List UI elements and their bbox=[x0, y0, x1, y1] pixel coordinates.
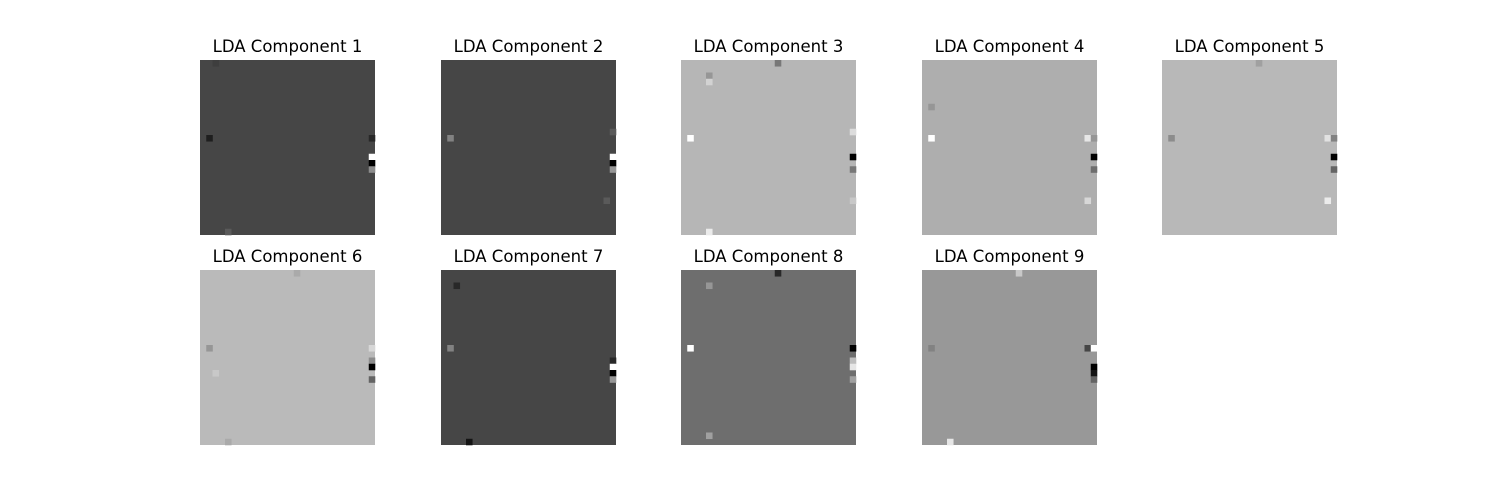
image-pixel bbox=[466, 438, 473, 446]
image-pixel bbox=[1090, 135, 1098, 142]
image-pixel bbox=[603, 197, 611, 205]
image-pixel bbox=[1084, 135, 1092, 142]
image-pixel bbox=[368, 153, 376, 161]
image-pixel bbox=[225, 228, 232, 236]
lda-component-panel: LDA Component 7 bbox=[441, 247, 617, 446]
image-pixel bbox=[1330, 135, 1338, 142]
image-pixel bbox=[368, 345, 376, 352]
image-pixel bbox=[609, 376, 617, 383]
image-pixel bbox=[1330, 166, 1338, 173]
image-pixel bbox=[368, 357, 376, 365]
image-pixel bbox=[293, 270, 301, 277]
component-image bbox=[200, 270, 375, 445]
image-pixel bbox=[1084, 197, 1092, 205]
image-pixel bbox=[447, 135, 454, 142]
image-pixel bbox=[609, 363, 617, 371]
image-pixel bbox=[1090, 166, 1098, 173]
image-pixel bbox=[687, 345, 694, 352]
image-pixel bbox=[849, 128, 857, 136]
image-pixel bbox=[1324, 135, 1332, 142]
component-image bbox=[1162, 60, 1337, 235]
image-pixel bbox=[1090, 376, 1098, 383]
subplot-title: LDA Component 8 bbox=[694, 247, 844, 266]
image-pixel bbox=[1090, 153, 1098, 161]
subplot-title: LDA Component 5 bbox=[1175, 37, 1325, 56]
image-pixel bbox=[706, 78, 713, 86]
image-pixel bbox=[849, 166, 857, 173]
image-pixel bbox=[1090, 370, 1098, 377]
component-image bbox=[200, 60, 375, 235]
component-image bbox=[441, 270, 616, 445]
image-pixel bbox=[212, 370, 220, 377]
image-pixel bbox=[1330, 153, 1338, 161]
image-pixel bbox=[706, 72, 713, 80]
subplot-title: LDA Component 2 bbox=[454, 37, 604, 56]
component-image bbox=[681, 60, 856, 235]
lda-component-panel: LDA Component 1 bbox=[200, 37, 376, 236]
image-pixel bbox=[947, 438, 954, 446]
subplot-title: LDA Component 7 bbox=[454, 247, 604, 266]
image-pixel bbox=[206, 135, 213, 142]
image-pixel bbox=[1324, 197, 1332, 205]
image-pixel bbox=[609, 166, 617, 173]
image-pixel bbox=[368, 363, 376, 371]
image-pixel bbox=[849, 376, 857, 383]
image-pixel bbox=[225, 438, 232, 446]
subplot-title: LDA Component 1 bbox=[213, 37, 363, 56]
subplot-title: LDA Component 9 bbox=[935, 247, 1085, 266]
image-pixel bbox=[774, 270, 782, 277]
image-pixel bbox=[368, 160, 376, 167]
image-pixel bbox=[849, 363, 857, 371]
lda-component-panel: LDA Component 6 bbox=[200, 247, 376, 446]
image-pixel bbox=[849, 345, 857, 352]
lda-component-panel: LDA Component 8 bbox=[681, 247, 857, 445]
image-pixel bbox=[849, 197, 857, 205]
image-pixel bbox=[928, 103, 935, 111]
image-pixel bbox=[609, 160, 617, 167]
image-pixel bbox=[1015, 270, 1023, 277]
subplot-title: LDA Component 6 bbox=[213, 247, 363, 266]
image-pixel bbox=[928, 135, 935, 142]
subplots: LDA Component 1 LDA Component 2 LDA Compon… bbox=[200, 37, 1338, 446]
component-image bbox=[441, 60, 616, 235]
component-image bbox=[922, 270, 1097, 445]
image-pixel bbox=[706, 282, 713, 290]
lda-component-panel: LDA Component 3 bbox=[681, 37, 857, 236]
component-image bbox=[922, 60, 1097, 235]
image-pixel bbox=[447, 345, 454, 352]
image-pixel bbox=[706, 432, 713, 440]
image-pixel bbox=[368, 135, 376, 142]
subplot-title: LDA Component 3 bbox=[694, 37, 844, 56]
lda-component-panel: LDA Component 4 bbox=[922, 37, 1098, 235]
subplot-title: LDA Component 4 bbox=[935, 37, 1085, 56]
image-pixel bbox=[687, 135, 694, 142]
image-pixel bbox=[609, 128, 617, 136]
image-pixel bbox=[609, 153, 617, 161]
image-pixel bbox=[206, 345, 213, 352]
image-pixel bbox=[706, 228, 713, 236]
image-pixel bbox=[849, 357, 857, 365]
component-image bbox=[681, 270, 856, 445]
image-pixel bbox=[212, 60, 220, 67]
lda-component-panel: LDA Component 9 bbox=[922, 247, 1098, 446]
image-pixel bbox=[368, 166, 376, 173]
image-pixel bbox=[849, 153, 857, 161]
image-pixel bbox=[609, 357, 617, 365]
image-pixel bbox=[368, 376, 376, 383]
lda-component-panel: LDA Component 2 bbox=[441, 37, 617, 235]
image-pixel bbox=[928, 345, 935, 352]
image-pixel bbox=[609, 370, 617, 377]
image-pixel bbox=[1255, 60, 1263, 67]
image-pixel bbox=[774, 60, 782, 67]
image-pixel bbox=[1168, 135, 1175, 142]
image-pixel bbox=[1090, 363, 1098, 371]
lda-component-panel: LDA Component 5 bbox=[1162, 37, 1338, 235]
image-pixel bbox=[1084, 345, 1092, 352]
image-pixel bbox=[1090, 345, 1098, 352]
image-pixel bbox=[453, 282, 461, 290]
